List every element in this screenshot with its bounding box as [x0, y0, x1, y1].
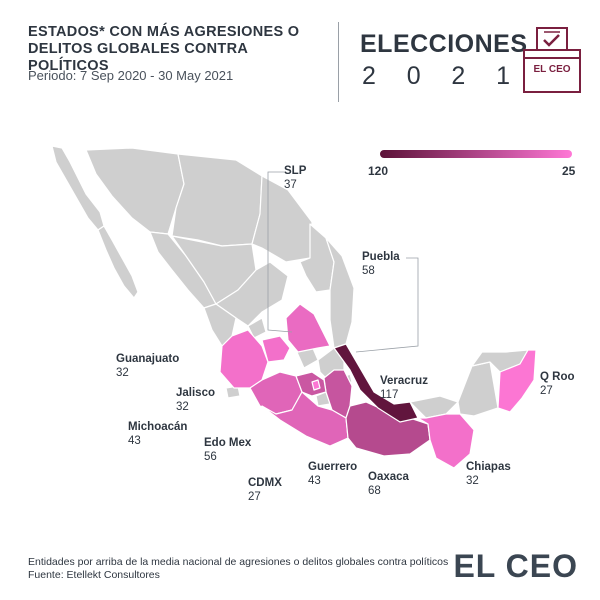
elecciones-title: ELECCIONES: [360, 30, 528, 58]
state-name: SLP: [284, 165, 307, 177]
state-tabasco: [409, 395, 459, 419]
state-value: 117: [380, 389, 399, 401]
legend-gradient-bar: [380, 150, 572, 158]
state-name: Puebla: [362, 251, 400, 263]
year-digit: 1: [496, 62, 512, 90]
leader-line-puebla: [355, 257, 419, 353]
state-label-puebla: Puebla 58: [362, 250, 400, 278]
state-name: Guerrero: [308, 461, 358, 473]
legend-max-label: 120: [368, 164, 389, 178]
ballot-box-icon: [523, 27, 581, 93]
state-name: Michoacán: [128, 421, 188, 433]
state-zacatecas: [215, 261, 289, 327]
state-chiapas: [417, 413, 475, 469]
state-value: 32: [466, 475, 479, 487]
state-guerrero: [261, 391, 349, 447]
state-cdmx: [311, 379, 321, 391]
state-label-chiapas: Chiapas 32: [466, 460, 511, 488]
state-value: 43: [308, 475, 321, 487]
state-jalisco: [219, 329, 269, 389]
state-value: 32: [176, 401, 189, 413]
state-label-oaxaca: Oaxaca 68: [368, 470, 409, 498]
election-year: 2 0 2 1: [362, 62, 512, 91]
header-divider: [338, 22, 339, 102]
state-name: Edo Mex: [204, 437, 252, 449]
state-campeche: [457, 361, 499, 417]
state-name: CDMX: [248, 477, 282, 489]
ballot-label: EL CEO: [533, 64, 571, 75]
state-name: Oaxaca: [368, 471, 409, 483]
state-label-qroo: Q Roo 27: [540, 370, 575, 398]
state-value: 56: [204, 451, 217, 463]
brand-logo: EL CEO: [453, 548, 578, 584]
title-line-1: ESTADOS* CON MÁS AGRESIONES O: [28, 24, 300, 40]
state-label-guanajuato: Guanajuato 32: [116, 352, 179, 380]
state-label-slp: SLP 37: [284, 164, 306, 192]
legend-min-label: 25: [562, 164, 576, 178]
state-value: 27: [540, 385, 553, 397]
state-value: 37: [284, 179, 297, 191]
title-line-2: DELITOS GLOBALES CONTRA POLÍTICOS: [28, 41, 248, 74]
chart-title: ESTADOS* CON MÁS AGRESIONES O DELITOS GL…: [28, 24, 328, 75]
state-label-michoacan: Michoacán 43: [128, 420, 187, 448]
state-label-guerrero: Guerrero 43: [308, 460, 357, 488]
state-coahuila: [251, 175, 313, 263]
state-label-jalisco: Jalisco 32: [176, 386, 215, 414]
footer-description: Entidades por arriba de la media naciona…: [28, 556, 449, 568]
mexico-map: [51, 145, 537, 469]
state-name: Guanajuato: [116, 353, 180, 365]
footer-source: Fuente: Etellekt Consultores: [28, 569, 160, 581]
state-value: 68: [368, 485, 381, 497]
period-label: Periodo: 7 Sep 2020 - 30 May 2021: [28, 68, 234, 83]
leader-line-slp: [267, 171, 293, 333]
state-value: 27: [248, 491, 261, 503]
state-name: Q Roo: [540, 371, 575, 383]
state-baja-california-sur: [97, 225, 139, 299]
state-slp: [285, 303, 331, 353]
state-veracruz: [333, 343, 419, 423]
state-name: Veracruz: [380, 375, 428, 387]
state-label-cdmx: CDMX 27: [248, 476, 282, 504]
state-name: Chiapas: [466, 461, 511, 473]
state-value: 43: [128, 435, 141, 447]
year-digit: 0: [406, 62, 423, 90]
year-digit: 2: [362, 62, 378, 90]
state-value: 32: [116, 367, 129, 379]
state-qroo: [497, 349, 537, 413]
state-chihuahua: [171, 153, 263, 247]
state-label-edomex: Edo Mex 56: [204, 436, 251, 464]
state-label-veracruz: Veracruz 117: [380, 374, 428, 402]
state-value: 58: [362, 265, 375, 277]
year-digit: 2: [451, 62, 468, 90]
footer-note: Entidades por arriba de la media naciona…: [28, 556, 448, 582]
state-name: Jalisco: [176, 387, 215, 399]
